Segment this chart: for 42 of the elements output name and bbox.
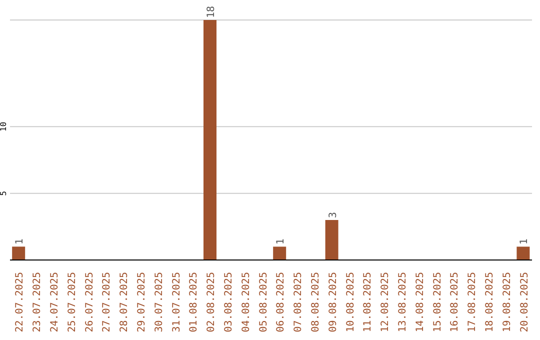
x-tick-label: 23.07.2025 (32, 272, 44, 332)
y-tick-label: 5 (0, 190, 8, 196)
x-tick-label: 14.08.2025 (414, 272, 426, 332)
x-tick-label: 15.08.2025 (432, 272, 444, 332)
data-label: 1 (14, 238, 26, 245)
x-tick-label: 19.08.2025 (502, 272, 513, 332)
x-tick-label: 03.08.2025 (224, 272, 234, 332)
x-tick-label: 08.08.2025 (310, 272, 322, 332)
x-tick-label: 07.08.2025 (293, 272, 304, 332)
x-tick-label: 27.07.2025 (102, 272, 113, 332)
bar (203, 20, 216, 260)
x-tick-label: 11.08.2025 (362, 272, 374, 332)
x-tick-label: 29.07.2025 (136, 272, 148, 332)
data-label: 1 (276, 238, 287, 245)
data-label: 18 (206, 6, 217, 18)
data-label: 1 (519, 238, 530, 245)
x-tick-label: 04.08.2025 (240, 272, 252, 332)
bar (273, 246, 286, 260)
x-tick-label: 01.08.2025 (188, 272, 200, 332)
bar (325, 220, 338, 260)
x-tick-label: 30.07.2025 (154, 272, 165, 332)
x-tick-label: 05.08.2025 (258, 272, 270, 332)
x-tick-label: 18.08.2025 (484, 272, 496, 332)
data-label: 3 (328, 212, 339, 218)
x-tick-label: 24.07.2025 (50, 272, 60, 332)
x-tick-label: 22.07.2025 (14, 272, 26, 332)
x-tick-label: 25.07.2025 (66, 272, 78, 332)
x-tick-label: 31.07.2025 (171, 272, 182, 332)
x-tick-label: 16.08.2025 (450, 272, 461, 332)
x-tick-label: 02.08.2025 (206, 272, 218, 332)
y-tick-label: 10 (0, 122, 8, 132)
x-tick-label: 13.08.2025 (398, 272, 408, 332)
x-tick-label: 28.07.2025 (119, 272, 130, 332)
bar (516, 246, 530, 260)
x-tick-label: 09.08.2025 (328, 272, 339, 332)
x-tick-label: 12.08.2025 (380, 272, 392, 332)
bar (12, 246, 26, 260)
x-tick-label: 20.08.2025 (519, 272, 530, 332)
x-tick-label: 17.08.2025 (467, 272, 478, 332)
x-tick-label: 10.08.2025 (345, 272, 356, 332)
x-tick-label: 26.07.2025 (84, 272, 96, 332)
x-tick-label: 06.08.2025 (276, 272, 287, 332)
